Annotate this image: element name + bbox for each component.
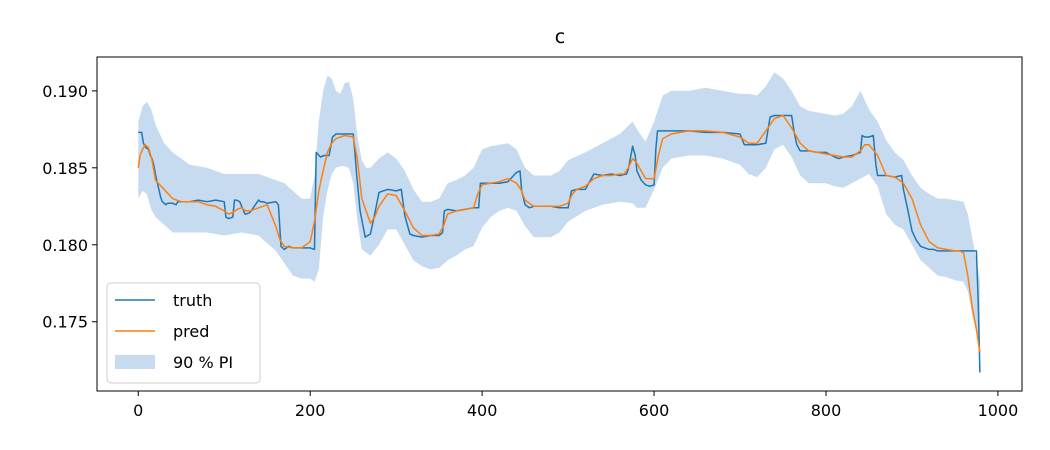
- legend-label-90-pi: 90 % PI: [173, 353, 233, 372]
- y-axis: 0.175 0.180 0.185 0.190: [42, 82, 97, 332]
- plot-area-frame: [96, 56, 1023, 392]
- x-tick-label: 600: [639, 401, 670, 420]
- x-tick-label: 800: [811, 401, 842, 420]
- y-tick-label: 0.185: [42, 159, 88, 178]
- x-tick-label: 1000: [978, 401, 1019, 420]
- x-tick-label: 400: [467, 401, 498, 420]
- legend-label-pred: pred: [173, 322, 209, 341]
- y-tick-label: 0.175: [42, 313, 88, 332]
- series-line-pred: [137, 114, 981, 353]
- legend-label-truth: truth: [173, 291, 212, 310]
- x-axis: 0 200 400 600 800 1000: [133, 391, 1018, 420]
- series-band-90-pi: [138, 72, 980, 348]
- series-lines-layer: [137, 114, 981, 373]
- y-tick-label: 0.180: [42, 236, 88, 255]
- x-tick-label: 0: [133, 401, 143, 420]
- legend: truth pred 90 % PI: [106, 282, 261, 384]
- x-tick-label: 200: [295, 401, 326, 420]
- prediction-interval-layer: [138, 72, 980, 348]
- chart-title: c: [555, 26, 565, 48]
- legend-swatch-90-pi: [115, 355, 155, 369]
- y-tick-label: 0.190: [42, 82, 88, 101]
